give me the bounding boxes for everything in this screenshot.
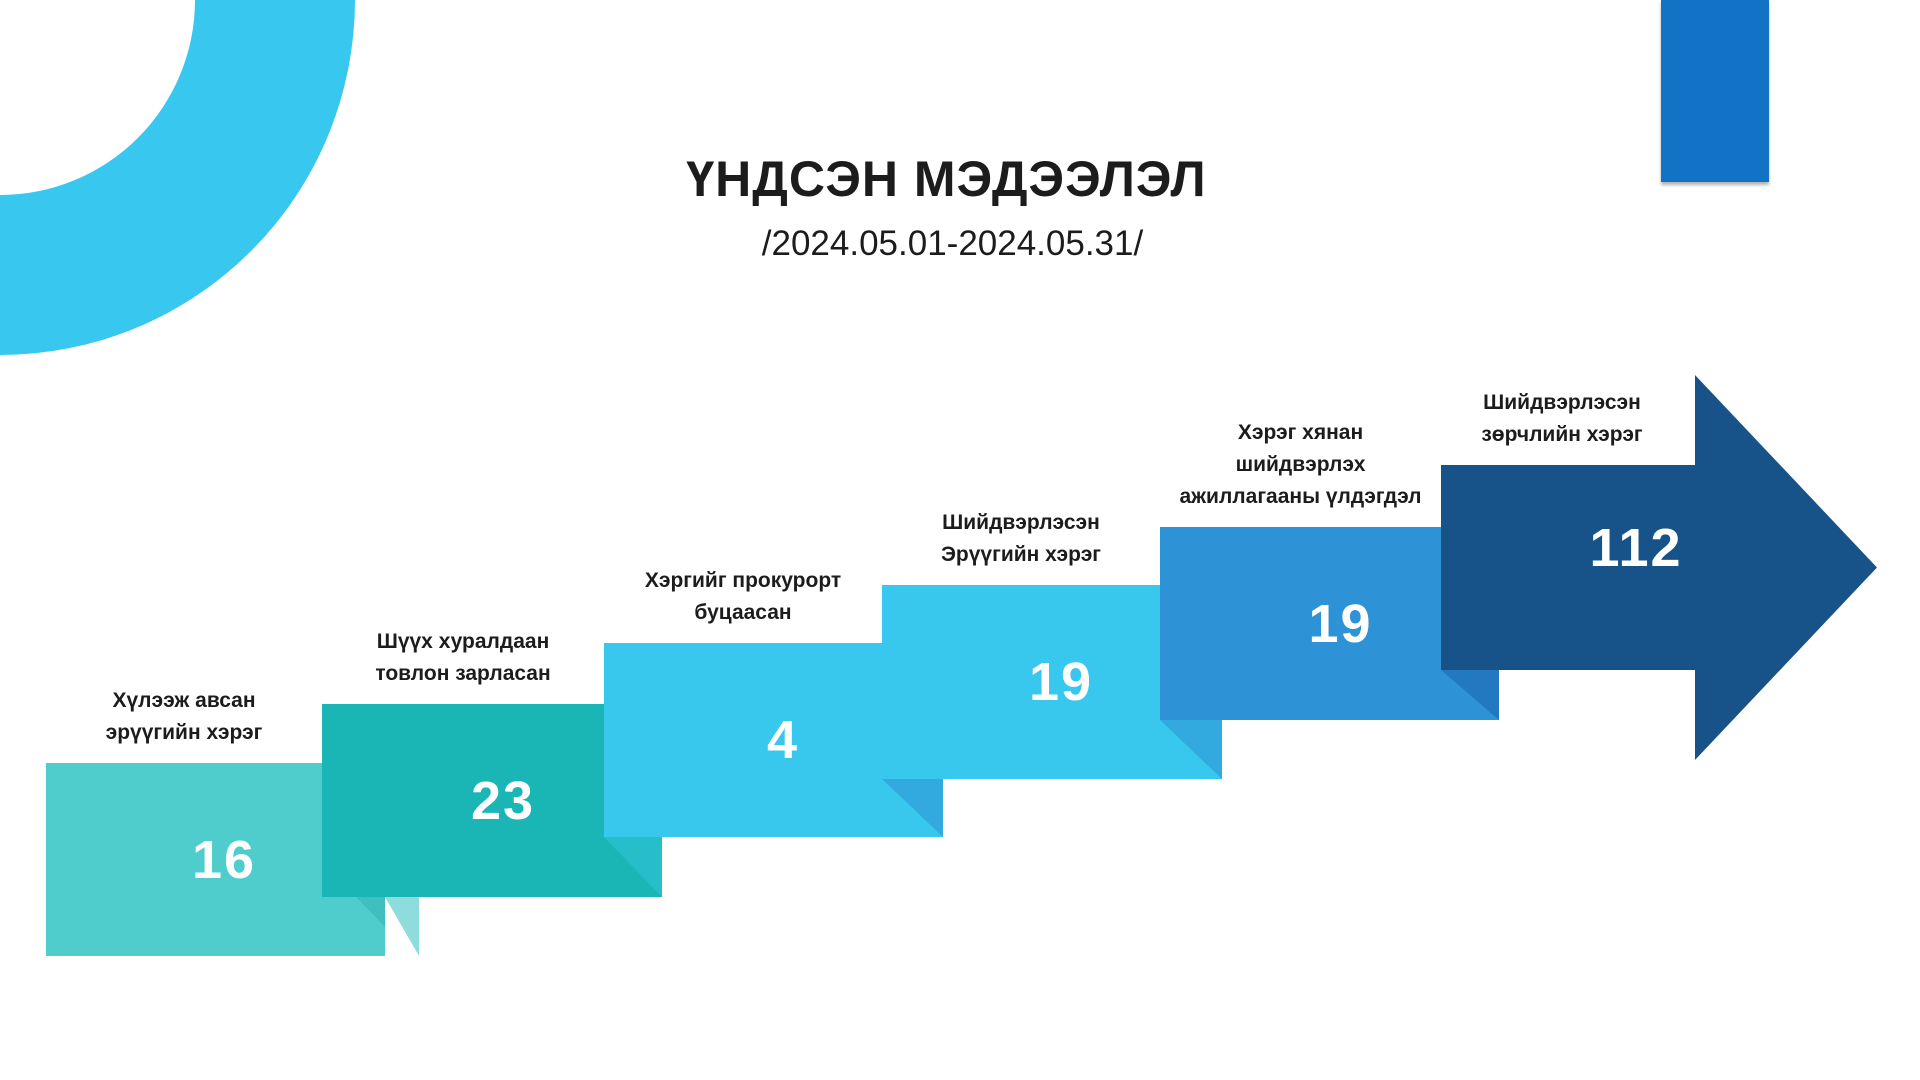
fold-shadow [356, 897, 385, 927]
step-label-line: Хэргийг прокурорт [644, 569, 842, 592]
step-label: Хэргийг прокурорт буцаасан [645, 565, 841, 629]
fold-triangle [1160, 720, 1222, 779]
step-label: Хүлээж авсан эрүүгийн хэрэг [106, 685, 263, 749]
step-box [1160, 527, 1499, 720]
step-label-line: шийдвэрлэх [1235, 453, 1366, 476]
step-label-line: Шийдвэрлэсэн [942, 511, 1100, 534]
step-label: Хэрэг хянан шийдвэрлэх ажиллагааны үлдэгдэ… [1179, 417, 1421, 513]
step-2 [322, 704, 662, 897]
step-value: 19 [1308, 593, 1373, 654]
step-label-line: ажиллагааны үлдэгдэл [1179, 485, 1422, 508]
step-value: 4 [766, 710, 800, 770]
step-1 [46, 763, 419, 956]
step-4 [882, 585, 1222, 779]
step-box [604, 643, 943, 837]
step-box [882, 585, 1222, 779]
step-value: 23 [470, 770, 536, 831]
step-label-line: Шүүх хуралдаан [376, 630, 550, 653]
step-label-line: Шийдвэрлэсэн [1483, 391, 1641, 414]
step-box [322, 704, 662, 897]
step-label-line: товлон зарласан [375, 662, 551, 685]
fold-triangle [604, 837, 662, 897]
step-label: Шүүх хуралдаан товлон зарласан [375, 626, 550, 690]
step-label-line: Эрүүгийн хэрэг [940, 543, 1102, 566]
step-label-line: эрүүгийн хэрэг [105, 721, 263, 744]
fold-triangle [1441, 670, 1499, 720]
step-label-line: буцаасан [694, 601, 792, 624]
fold-triangle [882, 779, 943, 837]
step-value: 19 [1028, 652, 1094, 712]
step-value: 112 [1589, 517, 1683, 578]
step-label-line: зөрчлийн хэрэг [1481, 423, 1643, 446]
step-label-line: Хүлээж авсан [112, 689, 256, 712]
step-5 [1160, 527, 1499, 720]
step-label-line: Хэрэг хянан [1237, 421, 1364, 444]
step-6 [1441, 375, 1877, 760]
date-range: /2024.05.01-2024.05.31/ [761, 224, 1144, 263]
fold-triangle [385, 897, 419, 956]
step-3 [604, 643, 943, 837]
step-box [46, 763, 385, 956]
decorative-corner-rect [1661, 0, 1769, 182]
step-label: Шийдвэрлэсэн зөрчлийн хэрэг [1481, 387, 1642, 451]
step-value: 16 [191, 829, 257, 890]
page-title: ҮНДСЭН МЭДЭЭЛЭЛ [686, 151, 1207, 207]
step-label: Шийдвэрлэсэн Эрүүгийн хэрэг [941, 507, 1101, 571]
final-arrow [1441, 375, 1877, 760]
decorative-ring [0, 0, 355, 355]
